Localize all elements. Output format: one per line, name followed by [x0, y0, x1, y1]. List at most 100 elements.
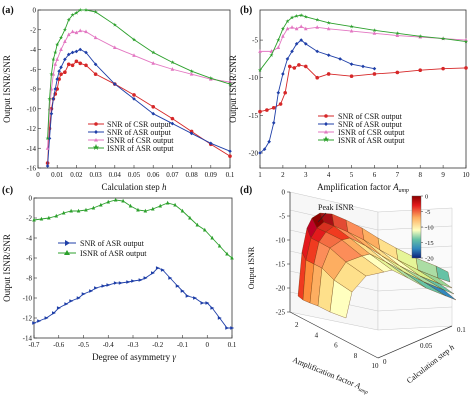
panel-c-xlabel: Degree of asymmetry γ	[92, 352, 176, 362]
series-point-3	[326, 20, 331, 25]
z-tick-label: -10	[276, 237, 286, 245]
y-tick-label: -12	[27, 125, 37, 133]
x-tick-label: 8	[418, 171, 422, 179]
series-point-0	[78, 61, 83, 66]
series-point-1	[91, 205, 96, 210]
series-point-1	[188, 215, 192, 220]
series-point-2	[70, 29, 75, 34]
series-point-1	[209, 141, 213, 146]
x-tick-label: 6	[334, 342, 338, 350]
z-tick-label: -20	[276, 285, 286, 293]
series-point-1	[143, 208, 148, 213]
series-point-0	[265, 108, 269, 112]
series-point-1	[45, 164, 50, 168]
x-tick-label: 3	[304, 171, 308, 179]
series-point-0	[55, 87, 59, 91]
series-point-1	[349, 62, 354, 66]
y-tick-label: -4	[30, 46, 36, 54]
series-point-2	[315, 25, 320, 29]
legend-a-isnr-asr: ISNR of ASR output	[107, 144, 174, 153]
x-tick-label: -0.5	[78, 341, 90, 349]
x-tick-label: 0.04	[109, 171, 122, 179]
x-tick-label: 5	[350, 171, 354, 179]
colorbar-tick-label: -10	[425, 225, 434, 232]
series-point-3	[227, 81, 233, 86]
series-point-0	[160, 268, 165, 272]
series-point-2	[269, 49, 274, 53]
series-point-1	[151, 111, 155, 116]
panel-b: (b) 1 2 3 4 5 6 7 8 9 10 -20 -15 -10 -5 SNR of CSR ou…	[228, 5, 470, 194]
series-point-0	[56, 306, 61, 310]
series-point-1	[173, 202, 177, 207]
series-point-2	[151, 61, 155, 65]
series-point-1	[84, 50, 88, 55]
series-point-0	[303, 64, 308, 69]
y-tick-label: -10	[23, 295, 33, 303]
x-tick-label: 9	[441, 171, 445, 179]
x-tick-label: 0	[206, 341, 210, 349]
series-point-0	[228, 154, 232, 158]
surface-strip	[435, 265, 451, 283]
series-point-3	[418, 34, 423, 39]
series-point-0	[113, 281, 118, 285]
x-tick-label: 6	[373, 171, 377, 179]
x-tick-label: 0.09	[205, 171, 218, 179]
legend-c-snr-asr: SNR of ASR output	[80, 239, 145, 248]
series-point-0	[372, 72, 377, 76]
x-tick-label: 0.1	[226, 171, 235, 179]
z-tick-label: 0	[282, 189, 286, 197]
series-point-3	[208, 75, 213, 80]
series-point-0	[271, 106, 276, 110]
series-point-1	[326, 53, 331, 57]
series-point-2	[299, 24, 303, 28]
series-point-3	[74, 10, 79, 15]
series-point-0	[193, 296, 198, 300]
series-point-0	[297, 63, 301, 67]
series-point-0	[205, 301, 210, 305]
x-tick-label: 4	[327, 171, 331, 179]
colorbar-tick-label: -15	[425, 240, 434, 247]
series-point-0	[63, 70, 67, 75]
series-point-2	[113, 45, 117, 49]
panel-c-series	[32, 197, 235, 330]
series-point-2	[55, 57, 59, 61]
y-tick-label: -12	[23, 315, 33, 323]
series-point-3	[49, 71, 54, 76]
series-point-0	[283, 90, 287, 95]
panel-d-xticks: 2 4 6 8 10	[295, 321, 379, 370]
series-point-1	[210, 235, 214, 240]
panel-b-plot-frame	[259, 9, 467, 169]
series-point-2	[84, 29, 88, 34]
series-point-0	[225, 326, 230, 330]
x-tick-label: 0.1	[228, 341, 237, 349]
series-point-1	[303, 42, 308, 46]
panel-d-surface	[297, 212, 457, 319]
series-point-3	[299, 13, 304, 18]
colorbar-tick-label: -20	[425, 256, 434, 263]
series-point-0	[170, 116, 175, 121]
series-point-0	[69, 299, 74, 303]
x-tick-label: 10	[372, 362, 380, 370]
y-tick-label: 0.1	[457, 326, 466, 334]
series-point-0	[37, 319, 42, 323]
series-point-1	[189, 131, 194, 136]
z-tick-label: -25	[276, 309, 286, 317]
legend-b-snr-asr: SNR of ASR output	[338, 120, 403, 129]
series-point-1	[262, 147, 267, 151]
z-tick-label: -15	[276, 261, 286, 269]
series-point-2	[53, 62, 58, 66]
series-point-0	[278, 102, 283, 106]
series-point-1	[113, 197, 118, 202]
series-point-2	[326, 26, 331, 31]
series-point-2	[294, 26, 299, 31]
x-tick-label: 0.06	[147, 171, 160, 179]
series-point-3	[289, 15, 295, 20]
series-point-2	[45, 146, 50, 150]
series-point-0	[32, 321, 37, 325]
x-tick-label: -0.2	[152, 341, 164, 349]
panel-d-yticks: 0 0.05 0.1	[383, 326, 466, 366]
panel-c-axes: -0.7 -0.6 -0.5 -0.4 -0.3 -0.2 -0.1 0 0.1 -14 -12 -1…	[23, 195, 237, 350]
y-tick-label: -5	[252, 37, 258, 45]
series-point-2	[51, 71, 56, 76]
series-point-3	[53, 50, 58, 55]
